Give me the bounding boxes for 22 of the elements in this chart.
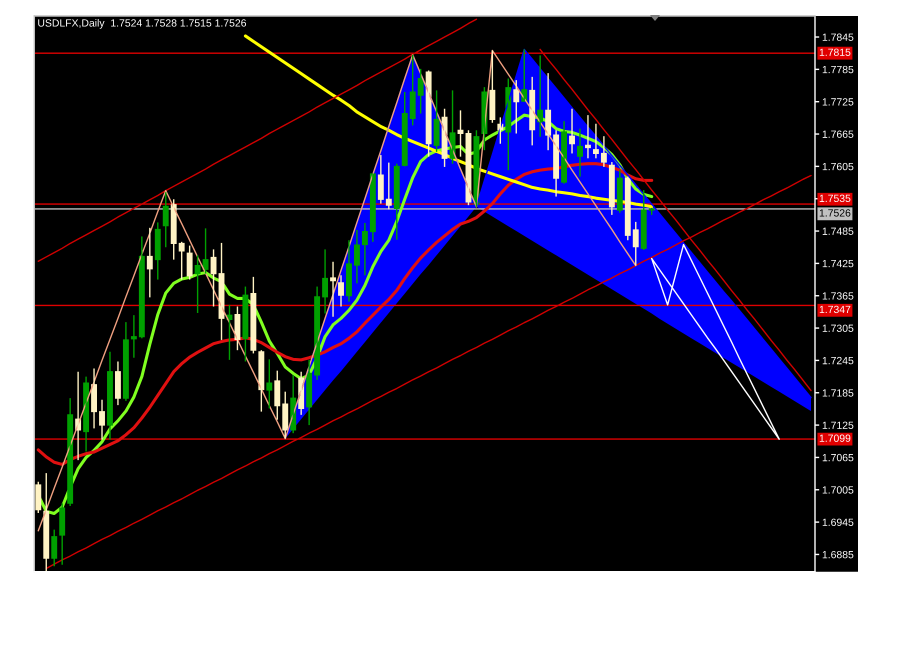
y-tick-label: 1.7245	[822, 356, 854, 364]
ref-line-label: 1.7535	[820, 194, 850, 202]
chart-title: USDLFX,Daily 1.7524 1.7528 1.7515 1.7526	[38, 19, 246, 29]
y-tick-label: 1.7365	[822, 292, 854, 300]
y-tick-label: 1.7185	[822, 389, 854, 397]
ref-line-label: 1.7099	[820, 434, 850, 442]
y-tick-label: 1.7425	[822, 260, 854, 268]
y-tick-label: 1.7305	[822, 324, 854, 332]
y-tick-label: 1.7725	[822, 98, 854, 106]
ref-line-label: 1.7526	[820, 209, 850, 217]
y-tick-label: 1.6945	[822, 518, 854, 526]
y-tick-label: 1.7785	[822, 66, 854, 74]
y-tick-label: 1.7065	[822, 454, 854, 462]
y-tick-label: 1.7665	[822, 130, 854, 138]
ref-line-label: 1.7815	[820, 48, 850, 56]
y-tick-label: 1.6885	[822, 550, 854, 558]
ref-line-label: 1.7347	[820, 306, 850, 314]
y-tick-label: 1.7485	[822, 228, 854, 235]
y-tick-label: 1.7125	[822, 422, 854, 429]
y-tick-label: 1.7005	[822, 486, 854, 494]
y-tick-label: 1.7605	[822, 162, 854, 170]
y-tick-label: 1.7845	[822, 34, 854, 41]
